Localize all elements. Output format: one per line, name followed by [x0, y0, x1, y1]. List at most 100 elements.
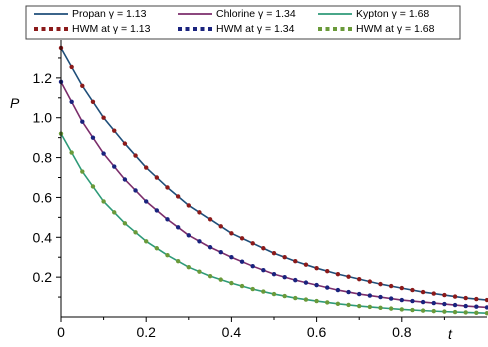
series-point	[335, 271, 341, 277]
series-point	[218, 250, 223, 255]
legend-item: Propan γ = 1.13	[34, 8, 147, 20]
series-point	[165, 253, 170, 258]
series-point	[165, 185, 170, 190]
x-tick-label: 0.2	[136, 324, 156, 340]
y-tick-label: 1.0	[33, 110, 53, 126]
series-point	[367, 293, 373, 298]
series-point	[218, 277, 223, 282]
series-point	[325, 268, 330, 274]
series-point	[293, 295, 298, 301]
series-point	[442, 301, 447, 307]
series-point	[346, 274, 351, 279]
series-point	[410, 298, 415, 304]
legend-item: HWM at γ = 1.34	[178, 23, 295, 35]
legend-swatch-dot	[318, 27, 322, 31]
series-point	[399, 285, 404, 291]
series-line	[60, 47, 488, 301]
legend-swatch-dot	[49, 27, 53, 31]
series-point	[186, 203, 191, 208]
series-point	[293, 259, 298, 264]
legend-swatch-dot	[200, 27, 205, 31]
series-point	[325, 285, 330, 290]
legend-swatch-dot	[348, 27, 352, 31]
series-point	[357, 291, 362, 297]
series-point	[282, 255, 287, 260]
series-point	[346, 289, 351, 295]
series-point	[431, 308, 436, 314]
series-point	[250, 286, 255, 292]
legend-swatch-dot	[178, 27, 182, 31]
series-point	[250, 241, 255, 246]
legend-swatch-dot	[193, 27, 197, 31]
series-point	[101, 115, 106, 120]
series-point	[410, 307, 415, 313]
series-hwm-3	[58, 45, 488, 303]
series-point	[112, 210, 117, 215]
series-point	[303, 262, 309, 267]
legend-label: Chlorine γ = 1.34	[216, 8, 296, 20]
series-point	[101, 151, 106, 156]
series-point	[239, 259, 245, 264]
legend-label: HWM at γ = 1.34	[216, 23, 295, 35]
y-tick-label: 0.8	[33, 150, 53, 166]
series-point	[346, 302, 351, 308]
series-point	[186, 264, 191, 270]
series-point	[175, 194, 181, 199]
y-tick-label: 0.4	[33, 229, 53, 245]
series-point	[239, 236, 245, 241]
x-axis-label: t	[448, 326, 453, 342]
series-point	[154, 175, 160, 180]
legend-swatch-dot	[340, 27, 345, 31]
series-point	[165, 217, 170, 222]
series-point	[250, 263, 255, 269]
series-point	[388, 306, 394, 311]
series-point	[271, 271, 277, 277]
series-point	[282, 274, 287, 280]
series-point	[410, 287, 415, 293]
legend-swatch-dot	[185, 27, 190, 31]
series-point	[367, 279, 373, 284]
series-point	[197, 210, 202, 215]
series-point	[197, 239, 202, 244]
series-point	[229, 231, 234, 236]
series-point	[484, 311, 488, 316]
series-point	[314, 265, 319, 271]
series-point	[378, 294, 383, 300]
series-point	[442, 292, 447, 298]
legend-item: HWM at γ = 1.13	[34, 23, 151, 35]
series-point	[69, 150, 74, 155]
series-point	[261, 267, 266, 273]
series-point	[378, 281, 383, 287]
x-tick-label: 0	[57, 324, 65, 340]
series-point	[357, 303, 362, 309]
x-tick-label: 0.8	[392, 324, 412, 340]
legend-swatch-dot	[41, 27, 46, 31]
legend-label: Propan γ = 1.13	[72, 8, 147, 20]
legend-swatch-dot	[325, 27, 330, 31]
series-point	[303, 297, 309, 302]
series-point	[261, 246, 266, 251]
legend-label: HWM at γ = 1.13	[72, 23, 151, 35]
series-point	[80, 83, 85, 89]
series-point	[133, 230, 138, 235]
series-point	[69, 64, 74, 70]
series-point	[271, 251, 277, 256]
series-point	[420, 299, 426, 305]
series-point	[431, 300, 436, 306]
series-point	[90, 99, 96, 104]
legend-item: Kypton γ = 1.68	[318, 8, 429, 20]
series-point	[122, 177, 128, 182]
series-point	[101, 199, 106, 204]
x-tick-label: 0.6	[307, 324, 327, 340]
series-point	[325, 300, 330, 305]
series-point	[431, 291, 436, 296]
y-ticks: 0.2 0.4 0.6 0.8 1.0 1.2	[33, 57, 61, 298]
series-hwm-5	[58, 131, 488, 316]
series-point	[144, 165, 149, 170]
series-point	[122, 221, 128, 226]
series-point	[144, 199, 149, 204]
series-layer	[58, 45, 488, 316]
series-point	[80, 169, 85, 174]
series-point	[175, 259, 181, 264]
